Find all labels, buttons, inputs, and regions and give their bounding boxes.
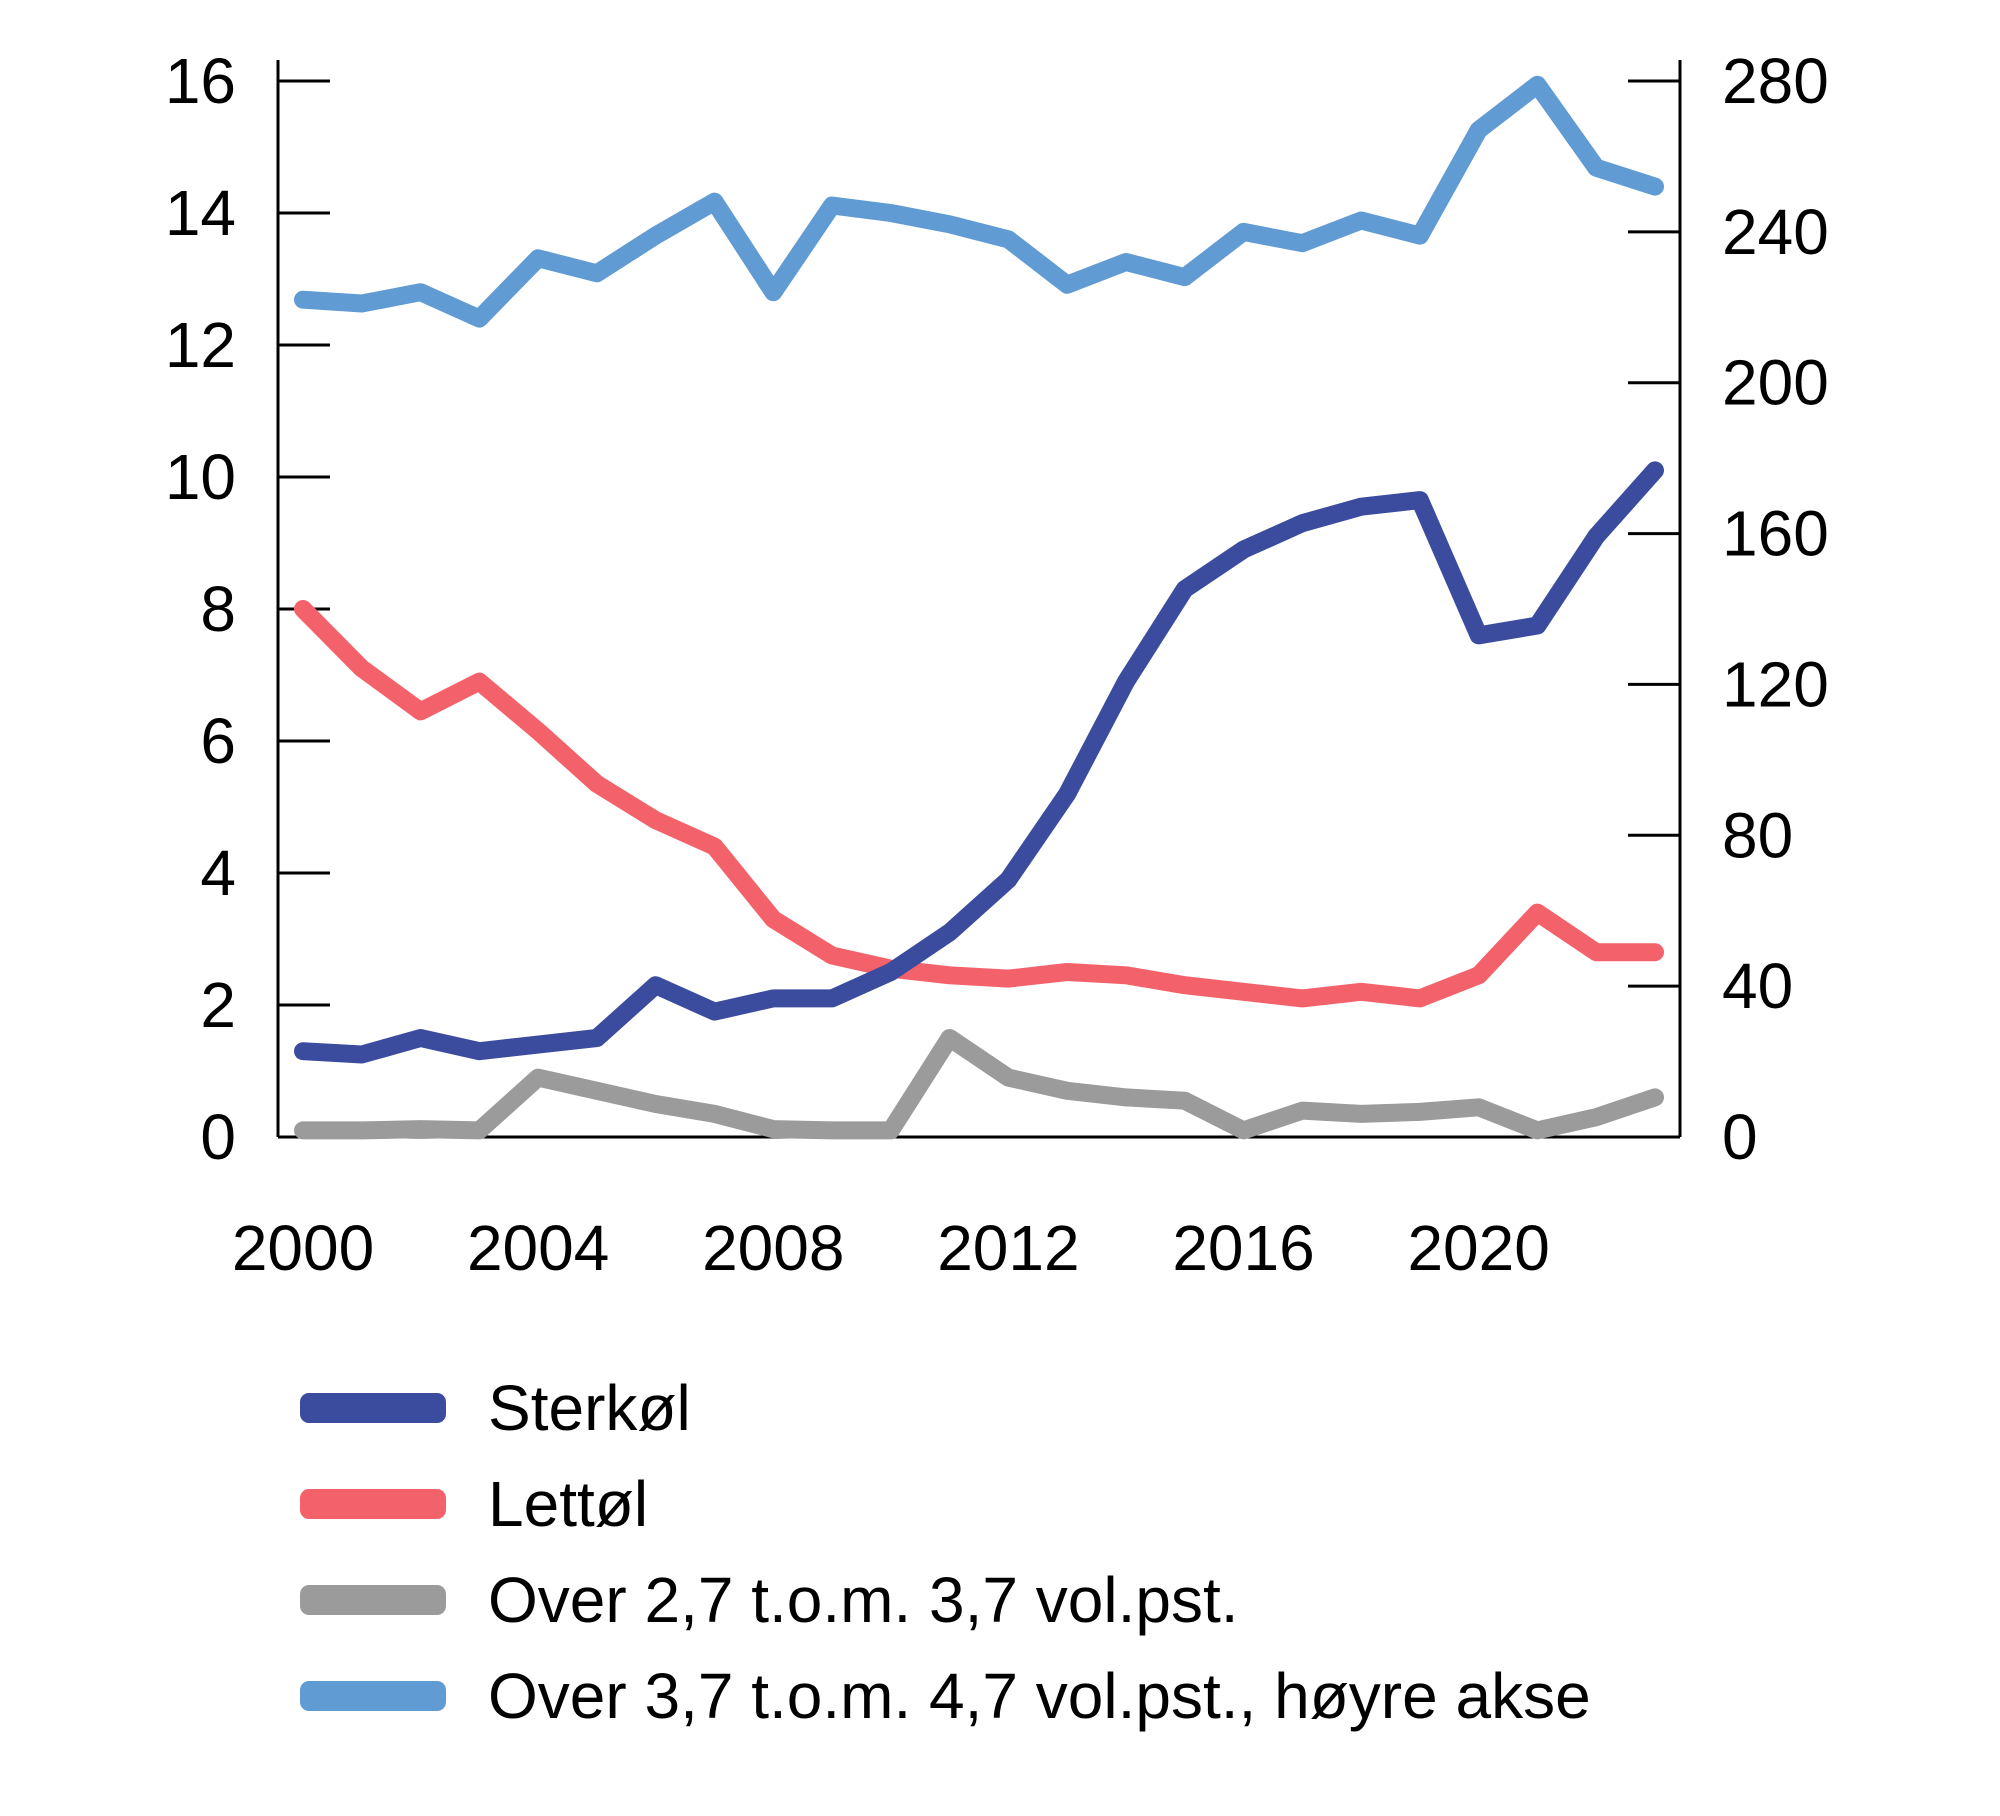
left-axis-tick-label: 2	[200, 969, 236, 1041]
x-axis-tick-label: 2016	[1172, 1212, 1314, 1284]
chart-legend: Sterkøl Lettøl Over 2,7 t.o.m. 3,7 vol.pst…	[300, 1360, 1591, 1744]
series-line-1	[294, 461, 1664, 1064]
left-axis-tick-label: 8	[200, 573, 236, 645]
left-axis-tick-label: 10	[165, 441, 236, 513]
right-axis-tick-label: 240	[1722, 196, 1829, 268]
legend-swatch-icon	[300, 1681, 446, 1711]
legend-swatch-icon	[300, 1393, 446, 1423]
x-axis-tick-label: 2020	[1407, 1212, 1549, 1284]
legend-item-2: Lettøl	[300, 1456, 1591, 1552]
right-axis-tick-label: 200	[1722, 347, 1829, 419]
legend-label: Sterkøl	[488, 1372, 691, 1444]
right-axis-tick-label: 280	[1722, 45, 1829, 117]
right-axis-tick-label: 0	[1722, 1101, 1758, 1173]
legend-label: Lettøl	[488, 1468, 649, 1540]
left-axis-tick-label: 0	[200, 1101, 236, 1173]
right-axis-tick-label: 40	[1722, 950, 1793, 1022]
series-line-3	[294, 1029, 1664, 1140]
right-axis-tick-label: 120	[1722, 648, 1829, 720]
legend-item-1: Sterkøl	[300, 1360, 1591, 1456]
left-axis-tick-label: 12	[165, 309, 236, 381]
left-axis-tick-label: 14	[165, 177, 236, 249]
legend-label: Over 2,7 t.o.m. 3,7 vol.pst.	[488, 1564, 1239, 1636]
legend-swatch-icon	[300, 1489, 446, 1519]
right-axis-tick-label: 160	[1722, 498, 1829, 570]
x-axis-tick-label: 2004	[467, 1212, 609, 1284]
legend-item-3: Over 2,7 t.o.m. 3,7 vol.pst.	[300, 1552, 1591, 1648]
legend-item-4: Over 3,7 t.o.m. 4,7 vol.pst., høyre akse	[300, 1648, 1591, 1744]
right-axis-tick-label: 80	[1722, 799, 1793, 871]
x-axis-tick-label: 2000	[232, 1212, 374, 1284]
left-axis-tick-label: 6	[200, 705, 236, 777]
left-axis-tick-label: 4	[200, 837, 236, 909]
x-axis-tick-label: 2008	[702, 1212, 844, 1284]
series-line-4	[294, 75, 1664, 328]
legend-swatch-icon	[300, 1585, 446, 1615]
legend-label: Over 3,7 t.o.m. 4,7 vol.pst., høyre akse	[488, 1660, 1591, 1732]
left-axis-tick-label: 16	[165, 45, 236, 117]
series-line-2	[294, 600, 1664, 1008]
x-axis-tick-label: 2012	[937, 1212, 1079, 1284]
